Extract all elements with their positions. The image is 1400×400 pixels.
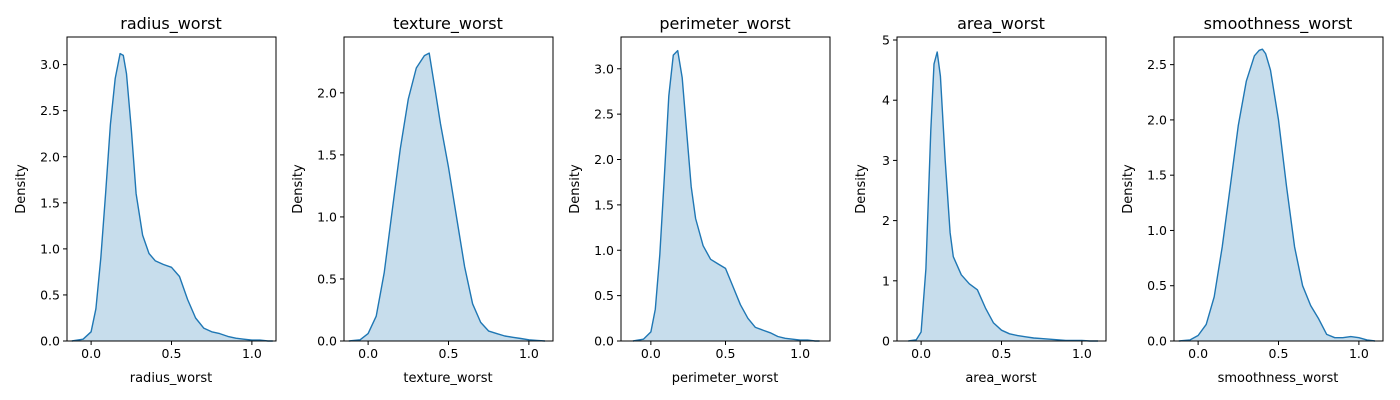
panel-title: radius_worst [120,14,222,34]
y-tick-label: 2.5 [1147,57,1167,72]
x-tick-label: 0.0 [911,346,931,361]
density-fill [71,53,273,341]
density-fill [908,52,1098,341]
y-tick-label: 4 [882,93,890,108]
y-axis-label: Density [1121,164,1136,214]
density-fill [348,53,545,341]
y-tick-label: 0.5 [40,287,60,302]
y-tick-label: 1.0 [40,241,60,256]
y-tick-label: 2.0 [1147,112,1167,127]
y-tick-label: 2 [882,213,890,228]
y-tick-label: 2.0 [40,149,60,164]
x-tick-label: 0.5 [1269,346,1289,361]
x-tick-label: 1.0 [1349,346,1369,361]
x-tick-label: 0.5 [992,346,1012,361]
y-tick-label: 0.0 [1147,334,1167,349]
x-tick-label: 0.0 [1188,346,1208,361]
x-tick-label: 0.5 [439,346,459,361]
x-tick-label: 1.0 [242,346,262,361]
density-curve [632,49,820,342]
x-tick-label: 1.0 [519,346,539,361]
plot-area: 0.0 0.5 1.0 0.0 0.5 1.0 1.5 2.0 2.5 3.0 [40,36,277,361]
x-tick-label: 0.0 [358,346,378,361]
density-curve [348,52,546,342]
y-tick-label: 1.5 [40,195,60,210]
plot-area: 0.0 0.5 1.0 0.0 0.5 1.0 1.5 2.0 [317,36,554,361]
y-tick-label: 0 [882,334,890,349]
panel-smoothness-worst: smoothness_worst 0.0 0.5 1.0 0.0 0.5 1.0 1.5 2.… [1121,14,1384,386]
panel-title: texture_worst [393,14,503,34]
x-tick-label: 0.0 [641,346,661,361]
x-axis-label: perimeter_worst [672,371,779,386]
y-tick-label: 5 [882,33,890,48]
x-axis-label: texture_worst [403,371,492,386]
y-axis-label: Density [854,164,869,214]
density-curve [71,52,273,342]
y-tick-label: 2.0 [317,85,337,100]
panel-texture-worst: texture_worst 0.0 0.5 1.0 0.0 0.5 1.0 1.5 2.0 t… [291,14,554,386]
x-tick-label: 0.5 [162,346,182,361]
y-tick-label: 2.5 [40,103,60,118]
y-tick-label: 0.5 [317,271,337,286]
x-axis-label: area_worst [965,371,1036,386]
x-tick-label: 0.0 [81,346,101,361]
panel-radius-worst: radius_worst 0.0 0.5 1.0 0.0 0.5 1.0 1.5 2.0 2.5… [14,14,277,386]
density-curve [908,51,1098,342]
plot-area: 0.0 0.5 1.0 0.0 0.5 1.0 1.5 2.0 2.5 3.0 [594,36,831,361]
panel-area-worst: area_worst 0.0 0.5 1.0 0 1 2 3 4 5 area_worst De… [854,14,1107,386]
panel-title: area_worst [957,14,1045,34]
panel-title: perimeter_worst [659,14,790,34]
y-tick-label: 3.0 [594,61,614,76]
density-curve [1178,48,1376,342]
y-tick-label: 1.5 [317,147,337,162]
y-axis-label: Density [568,164,583,214]
x-tick-label: 1.0 [790,346,810,361]
y-tick-label: 3.0 [40,57,60,72]
y-tick-label: 1.5 [1147,168,1167,183]
y-axis-label: Density [291,164,306,214]
panel-perimeter-worst: perimeter_worst 0.0 0.5 1.0 0.0 0.5 1.0 1.5 2.0… [568,14,831,386]
y-tick-label: 0.5 [594,288,614,303]
y-tick-label: 1.0 [1147,223,1167,238]
y-tick-label: 1.0 [317,209,337,224]
plot-area: 0.0 0.5 1.0 0 1 2 3 4 5 [882,33,1107,361]
x-tick-label: 1.0 [1072,346,1092,361]
y-tick-label: 0.5 [1147,278,1167,293]
y-tick-label: 1.5 [594,197,614,212]
y-axis-label: Density [14,164,29,214]
y-tick-label: 1 [882,273,890,288]
x-axis-label: radius_worst [130,371,213,386]
y-tick-label: 0.0 [594,334,614,349]
y-tick-label: 2.0 [594,152,614,167]
y-tick-label: 0.0 [317,334,337,349]
x-tick-label: 0.5 [716,346,736,361]
density-fill [1178,49,1375,341]
y-tick-label: 1.0 [594,243,614,258]
panel-title: smoothness_worst [1204,14,1353,34]
y-tick-label: 2.5 [594,107,614,122]
y-tick-label: 3 [882,153,890,168]
density-fill [632,50,820,341]
plot-area: 0.0 0.5 1.0 0.0 0.5 1.0 1.5 2.0 2.5 [1147,36,1384,361]
y-tick-label: 0.0 [40,334,60,349]
x-axis-label: smoothness_worst [1218,371,1339,386]
